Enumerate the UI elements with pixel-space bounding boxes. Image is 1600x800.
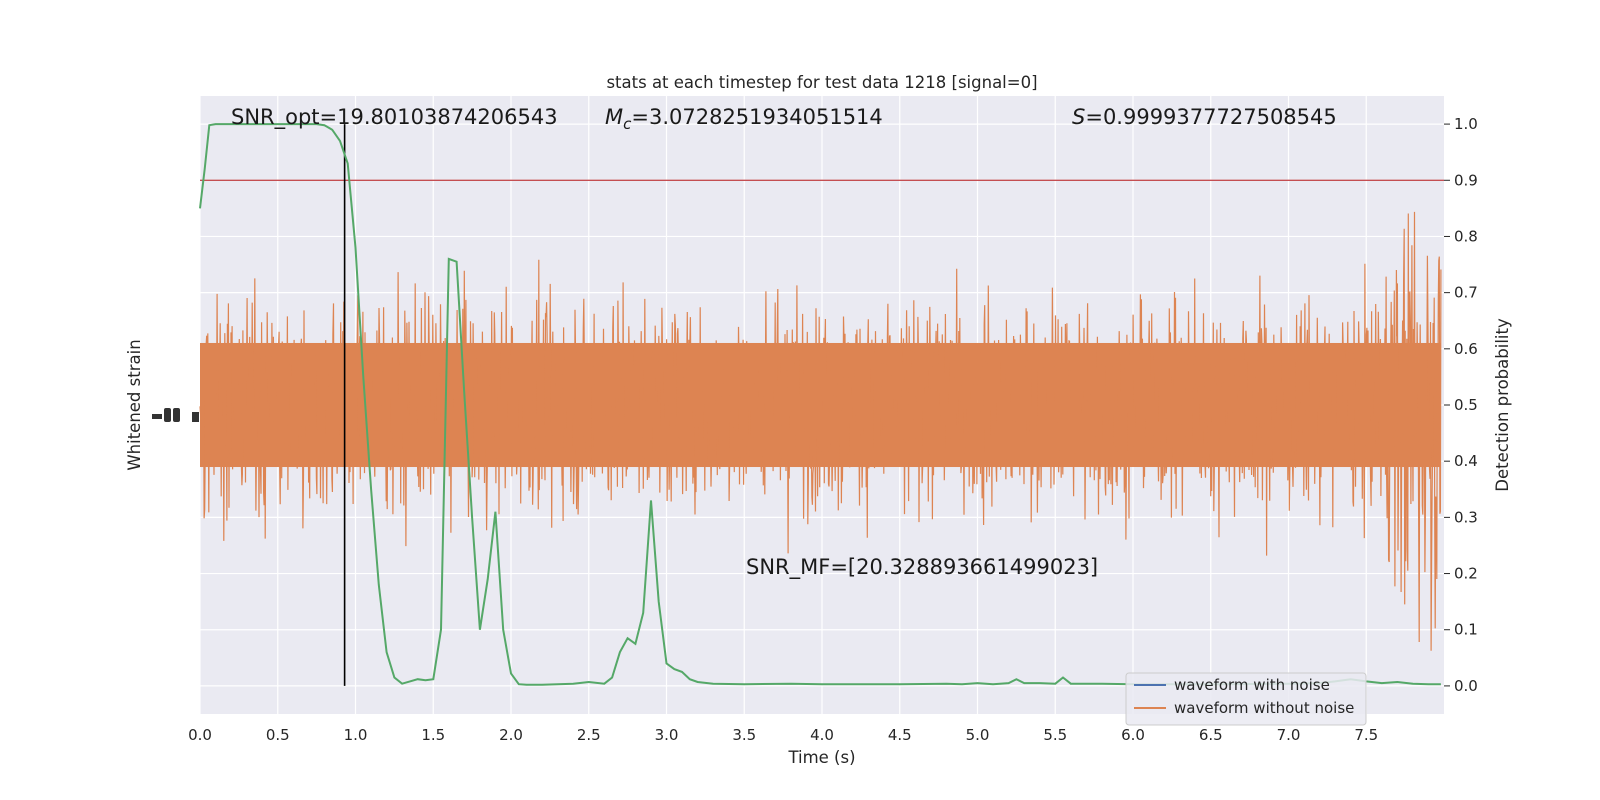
legend-label-without-noise: waveform without noise	[1174, 699, 1354, 717]
chart-title: stats at each timestep for test data 121…	[606, 73, 1037, 92]
x-tick-label: 3.0	[655, 726, 679, 744]
left-tick-blob	[192, 412, 199, 422]
snr-opt-annotation: SNR_opt=19.80103874206543	[231, 105, 558, 130]
y-tick-label: 1.0	[1454, 115, 1478, 133]
legend-label-with-noise: waveform with noise	[1174, 676, 1330, 694]
x-tick-label: 1.5	[421, 726, 445, 744]
s-symbol: S	[1072, 105, 1085, 129]
strain-series	[199, 211, 1442, 651]
left-tick-blob	[164, 408, 171, 422]
x-tick-label: 6.0	[1121, 726, 1145, 744]
chirp-mass-annotation: Mc=3.0728251934051514	[605, 105, 883, 133]
chirp-mass-symbol: M	[605, 105, 623, 129]
x-axis-label: Time (s)	[787, 748, 855, 767]
strain-line	[199, 211, 1442, 651]
left-tick-blob	[152, 414, 162, 419]
y-tick-label: 0.5	[1454, 396, 1478, 414]
snr-mf-annotation: SNR_MF=[20.328893661499023]	[746, 555, 1098, 580]
y-axis-label-left: Whitened strain	[125, 339, 144, 470]
y-tick-label: 0.4	[1454, 452, 1478, 470]
x-tick-label: 0.0	[188, 726, 212, 744]
x-tick-label: 6.5	[1199, 726, 1223, 744]
x-tick-label: 0.5	[266, 726, 290, 744]
x-tick-label: 4.5	[888, 726, 912, 744]
chirp-mass-value: =3.0728251934051514	[631, 105, 882, 129]
y-tick-label: 0.2	[1454, 565, 1478, 583]
x-tick-label: 5.5	[1043, 726, 1067, 744]
y-tick-label: 0.3	[1454, 508, 1478, 526]
y-axis-ticks-right: 0.0 0.1 0.2 0.3 0.4 0.5 0.6 0.7 0.8 0.9 1.0	[1444, 115, 1478, 695]
x-tick-label: 2.5	[577, 726, 601, 744]
x-tick-label: 3.5	[732, 726, 756, 744]
x-tick-label: 5.0	[966, 726, 990, 744]
y-tick-label: 0.1	[1454, 621, 1478, 639]
y-axis-label-right: Detection probability	[1493, 318, 1512, 492]
y-tick-label: 0.6	[1454, 340, 1478, 358]
x-tick-label: 4.0	[810, 726, 834, 744]
left-axis-collapsed-ticks	[152, 408, 199, 422]
y-tick-label: 0.0	[1454, 677, 1478, 695]
y-tick-label: 0.8	[1454, 227, 1478, 245]
legend: waveform with noise waveform without noi…	[1125, 672, 1367, 726]
x-tick-label: 7.0	[1277, 726, 1301, 744]
s-value: =0.9999377727508545	[1085, 105, 1336, 129]
chirp-mass-subscript: c	[623, 115, 632, 133]
x-tick-label: 1.0	[344, 726, 368, 744]
detection-probability-line	[199, 123, 1441, 686]
x-tick-label: 7.5	[1354, 726, 1378, 744]
s-annotation: S=0.9999377727508545	[1072, 105, 1337, 129]
y-tick-label: 0.7	[1454, 284, 1478, 302]
x-axis-ticks: 0.0 0.5 1.0 1.5 2.0 2.5 3.0 3.5 4.0 4.5 5.0 5.5 6.0 6…	[188, 726, 1378, 744]
y-tick-label: 0.9	[1454, 171, 1478, 189]
legend-box	[1125, 672, 1367, 726]
left-tick-blob	[173, 408, 180, 422]
x-tick-label: 2.0	[499, 726, 523, 744]
